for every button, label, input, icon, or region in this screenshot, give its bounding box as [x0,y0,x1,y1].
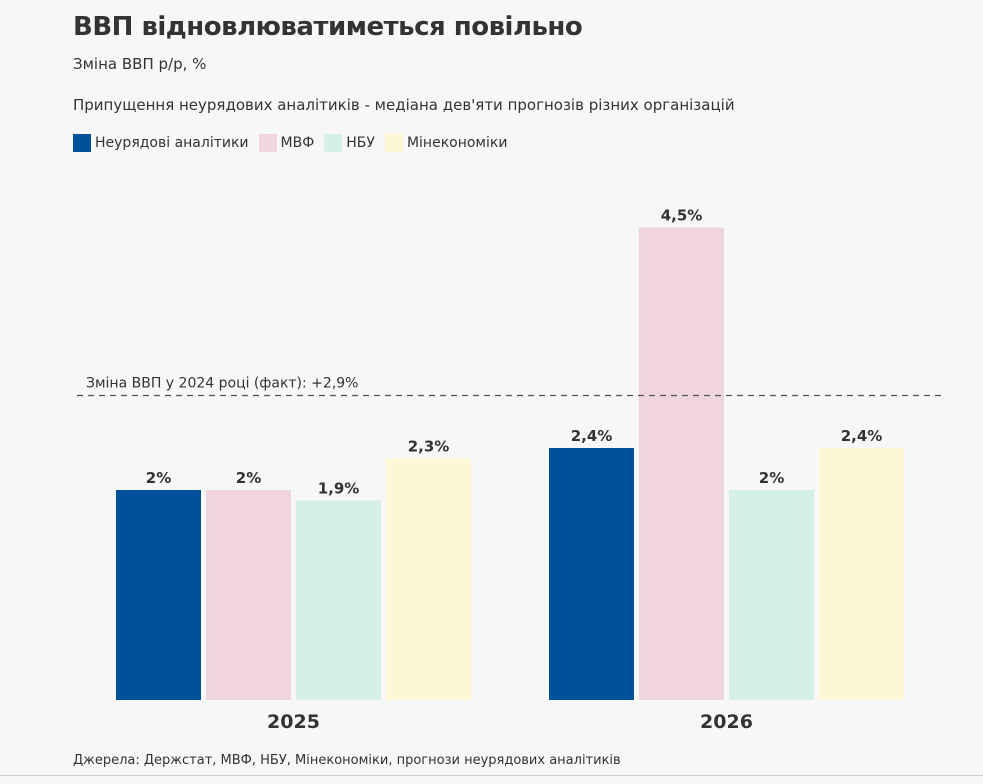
data-label: 2,3% [408,438,450,456]
legend-label: МВФ [280,135,315,151]
legend-label: НБУ [346,135,375,151]
bar [206,490,291,700]
bar [386,458,471,700]
chart-title: ВВП відновлюватиметься повільно [73,12,583,42]
chart-subtitle: Зміна ВВП р/р, % [73,55,207,73]
data-label: 2,4% [841,427,883,445]
x-tick-label: 2026 [700,711,753,733]
bar [549,448,634,700]
legend-item: Неурядові аналітики [73,134,249,152]
legend-item: Мінекономіки [384,134,508,152]
chart-note: Припущення неурядових аналітиків - медіа… [73,96,735,114]
legend-swatch [324,134,343,152]
bar [729,490,814,700]
legend-swatch [73,134,91,152]
bar [639,227,724,700]
x-tick-label: 2025 [267,711,320,733]
data-label: 2% [236,469,261,487]
legend-swatch [384,134,403,152]
source-footer: Джерела: Держстат, МВФ, НБУ, Мінекономік… [73,753,621,768]
legend: Неурядові аналітики МВФ НБУ Мінекономіки [73,134,507,152]
data-label: 2,4% [571,427,613,445]
data-label: 2% [146,469,171,487]
data-label: 1,9% [318,480,360,498]
data-label: 2% [759,469,784,487]
bar [116,490,201,700]
data-label: 4,5% [661,207,703,225]
legend-item: НБУ [324,134,375,152]
legend-label: Мінекономіки [406,135,508,151]
legend-swatch [258,134,277,152]
reference-line-label: Зміна ВВП у 2024 році (факт): +2,9% [86,376,358,392]
bar [819,448,904,700]
bar [296,500,381,700]
divider [0,775,983,776]
legend-label: Неурядові аналітики [95,135,249,151]
legend-item: МВФ [258,134,315,152]
